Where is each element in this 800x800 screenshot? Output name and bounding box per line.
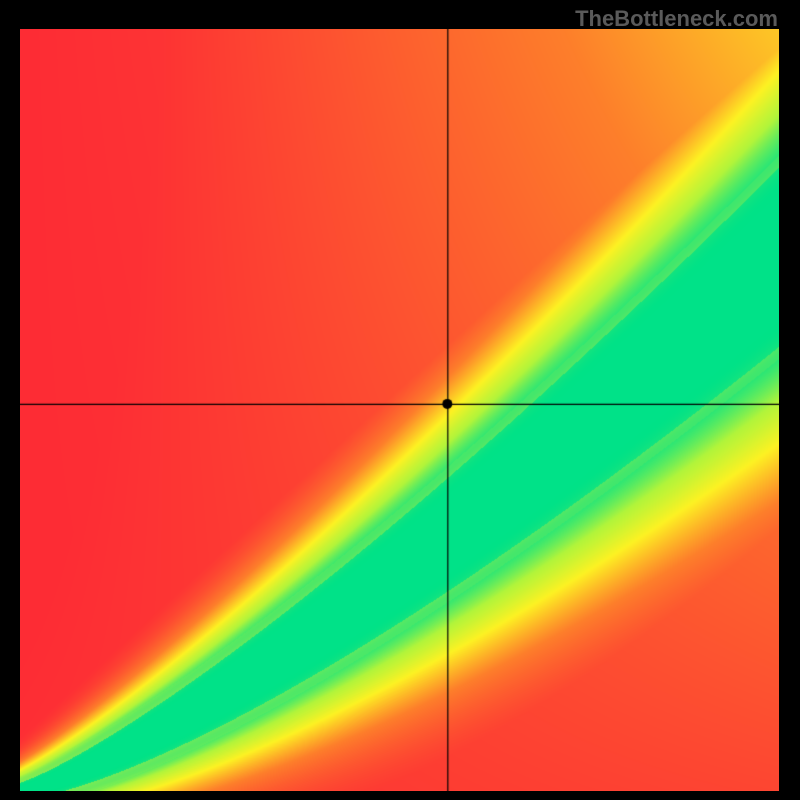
watermark-text: TheBottleneck.com bbox=[575, 6, 778, 32]
chart-container bbox=[20, 29, 779, 791]
bottleneck-heatmap bbox=[20, 29, 779, 791]
